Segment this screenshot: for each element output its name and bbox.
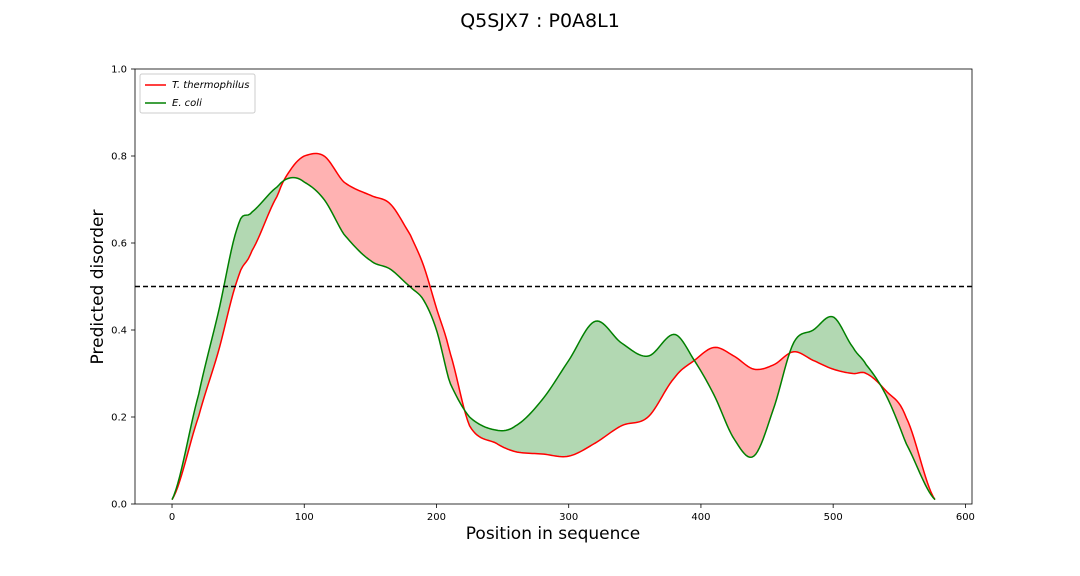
y-tick-label: 0.0 [111, 500, 127, 511]
series-line-e-coli [171, 176, 936, 501]
x-axis-ticks: 0 100 200 300 400 500 600 [169, 504, 975, 523]
x-tick-label: 100 [295, 512, 314, 523]
series-line-t-thermophilus [171, 152, 936, 501]
plot-frame [134, 68, 973, 505]
x-tick-label: 0 [169, 512, 175, 523]
series-lines [171, 152, 936, 501]
x-tick-label: 300 [559, 512, 578, 523]
chart-title: Q5SJX7 : P0A8L1 [460, 10, 620, 32]
x-tick-label: 600 [956, 512, 975, 523]
x-tick-label: 500 [824, 512, 843, 523]
difference-fill-5 [789, 316, 881, 385]
y-tick-label: 0.6 [111, 239, 127, 250]
legend-label-t-thermophilus: T. thermophilus [172, 80, 249, 91]
y-axis-ticks: 0.0 0.2 0.4 0.6 0.8 1.0 [111, 65, 135, 511]
x-tick-label: 200 [427, 512, 446, 523]
y-tick-label: 1.0 [111, 65, 127, 76]
difference-fill-2 [283, 153, 465, 411]
y-tick-label: 0.4 [111, 326, 127, 337]
y-tick-label: 0.8 [111, 152, 127, 163]
difference-fill-6 [880, 384, 935, 500]
y-axis-label: Predicted disorder [88, 210, 108, 365]
x-tick-label: 400 [691, 512, 710, 523]
legend-box [139, 73, 256, 114]
y-tick-label: 0.2 [111, 413, 127, 424]
difference-fill-3 [464, 321, 695, 457]
legend-label-e-coli: E. coli [172, 98, 202, 109]
legend: T. thermophilus E. coli [139, 73, 256, 114]
x-axis-label: Position in sequence [466, 524, 640, 544]
difference-fills [172, 153, 935, 500]
